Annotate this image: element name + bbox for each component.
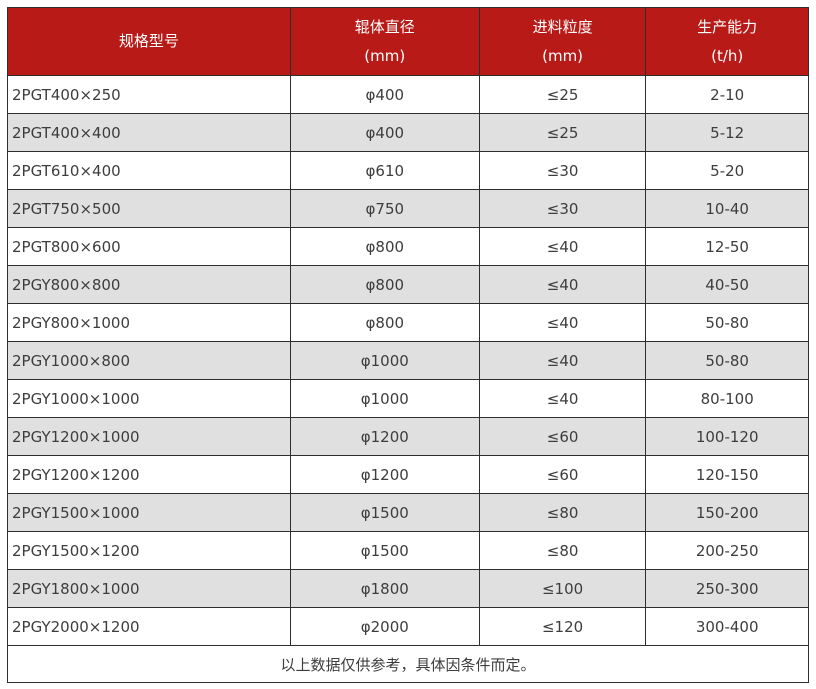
cell-feed-size: ≤120	[478, 607, 647, 646]
cell-capacity: 5-20	[645, 151, 809, 190]
cell-model: 2PGY1500×1200	[7, 531, 291, 570]
cell-model: 2PGT610×400	[7, 151, 291, 190]
cell-capacity: 2-10	[645, 75, 809, 114]
table-body: 2PGT400×250 φ400 ≤25 2-10 2PGT400×400 φ400 ≤25…	[7, 75, 809, 646]
table-header: 规格型号 辊体直径 (mm) 进料粒度 (mm) 生产能力 (t/h)	[7, 7, 809, 76]
cell-roller-diameter: φ1800	[289, 569, 480, 608]
cell-feed-size: ≤80	[478, 531, 647, 570]
cell-model: 2PGT800×600	[7, 227, 291, 266]
table-row: 2PGT610×400 φ610 ≤30 5-20	[7, 151, 809, 190]
header-capacity: 生产能力 (t/h)	[645, 7, 809, 76]
cell-roller-diameter: φ1500	[289, 531, 480, 570]
cell-capacity: 50-80	[645, 341, 809, 380]
header-row: 规格型号 辊体直径 (mm) 进料粒度 (mm) 生产能力 (t/h)	[7, 7, 809, 76]
cell-capacity: 40-50	[645, 265, 809, 304]
cell-roller-diameter: φ400	[289, 75, 480, 114]
table-row: 2PGY800×1000 φ800 ≤40 50-80	[7, 303, 809, 342]
cell-roller-diameter: φ750	[289, 189, 480, 228]
cell-feed-size: ≤100	[478, 569, 647, 608]
header-feed-size-label: 进料粒度	[532, 18, 593, 36]
cell-model: 2PGY1200×1000	[7, 417, 291, 456]
cell-feed-size: ≤40	[478, 341, 647, 380]
cell-capacity: 50-80	[645, 303, 809, 342]
table-row: 2PGT800×600 φ800 ≤40 12-50	[7, 227, 809, 266]
cell-roller-diameter: φ1000	[289, 341, 480, 380]
cell-model: 2PGY1800×1000	[7, 569, 291, 608]
cell-feed-size: ≤25	[478, 75, 647, 114]
header-roller-diameter: 辊体直径 (mm)	[289, 7, 480, 76]
footer-note: 以上数据仅供参考，具体因条件而定。	[7, 645, 809, 683]
table-row: 2PGY800×800 φ800 ≤40 40-50	[7, 265, 809, 304]
header-capacity-label: 生产能力	[697, 18, 758, 36]
cell-roller-diameter: φ800	[289, 303, 480, 342]
cell-capacity: 100-120	[645, 417, 809, 456]
table-row: 2PGY1000×800 φ1000 ≤40 50-80	[7, 341, 809, 380]
cell-model: 2PGY1000×800	[7, 341, 291, 380]
cell-roller-diameter: φ1000	[289, 379, 480, 418]
table-row: 2PGT400×400 φ400 ≤25 5-12	[7, 113, 809, 152]
table-row: 2PGT400×250 φ400 ≤25 2-10	[7, 75, 809, 114]
header-feed-size: 进料粒度 (mm)	[478, 7, 647, 76]
cell-model: 2PGY1500×1000	[7, 493, 291, 532]
cell-feed-size: ≤40	[478, 227, 647, 266]
cell-capacity: 12-50	[645, 227, 809, 266]
header-model-label: 规格型号	[118, 32, 179, 51]
cell-model: 2PGT400×400	[7, 113, 291, 152]
header-model: 规格型号	[7, 7, 291, 76]
cell-feed-size: ≤80	[478, 493, 647, 532]
header-roller-diameter-unit: (mm)	[364, 46, 406, 65]
table-row: 2PGY1200×1200 φ1200 ≤60 120-150	[7, 455, 809, 494]
cell-feed-size: ≤30	[478, 151, 647, 190]
cell-feed-size: ≤30	[478, 189, 647, 228]
cell-model: 2PGY800×1000	[7, 303, 291, 342]
cell-roller-diameter: φ1500	[289, 493, 480, 532]
table-row: 2PGT750×500 φ750 ≤30 10-40	[7, 189, 809, 228]
cell-feed-size: ≤40	[478, 303, 647, 342]
cell-capacity: 80-100	[645, 379, 809, 418]
cell-capacity: 200-250	[645, 531, 809, 570]
cell-feed-size: ≤60	[478, 455, 647, 494]
cell-capacity: 5-12	[645, 113, 809, 152]
cell-feed-size: ≤40	[478, 379, 647, 418]
cell-model: 2PGY1200×1200	[7, 455, 291, 494]
cell-capacity: 300-400	[645, 607, 809, 646]
cell-roller-diameter: φ800	[289, 227, 480, 266]
header-feed-size-unit: (mm)	[542, 46, 584, 65]
cell-roller-diameter: φ1200	[289, 455, 480, 494]
cell-roller-diameter: φ2000	[289, 607, 480, 646]
table-footer: 以上数据仅供参考，具体因条件而定。	[7, 645, 809, 683]
cell-model: 2PGY2000×1200	[7, 607, 291, 646]
footer-row: 以上数据仅供参考，具体因条件而定。	[7, 645, 809, 683]
cell-model: 2PGT750×500	[7, 189, 291, 228]
cell-feed-size: ≤60	[478, 417, 647, 456]
cell-roller-diameter: φ1200	[289, 417, 480, 456]
cell-model: 2PGY1000×1000	[7, 379, 291, 418]
spec-table: 规格型号 辊体直径 (mm) 进料粒度 (mm) 生产能力 (t/h) 2PGT…	[7, 7, 809, 683]
cell-feed-size: ≤25	[478, 113, 647, 152]
cell-roller-diameter: φ400	[289, 113, 480, 152]
cell-capacity: 10-40	[645, 189, 809, 228]
header-capacity-unit: (t/h)	[711, 46, 744, 65]
cell-capacity: 150-200	[645, 493, 809, 532]
table-row: 2PGY1500×1200 φ1500 ≤80 200-250	[7, 531, 809, 570]
cell-feed-size: ≤40	[478, 265, 647, 304]
table-row: 2PGY2000×1200 φ2000 ≤120 300-400	[7, 607, 809, 646]
cell-capacity: 250-300	[645, 569, 809, 608]
cell-capacity: 120-150	[645, 455, 809, 494]
table-row: 2PGY1800×1000 φ1800 ≤100 250-300	[7, 569, 809, 608]
cell-model: 2PGT400×250	[7, 75, 291, 114]
table-row: 2PGY1500×1000 φ1500 ≤80 150-200	[7, 493, 809, 532]
table-row: 2PGY1000×1000 φ1000 ≤40 80-100	[7, 379, 809, 418]
cell-roller-diameter: φ800	[289, 265, 480, 304]
table-row: 2PGY1200×1000 φ1200 ≤60 100-120	[7, 417, 809, 456]
cell-model: 2PGY800×800	[7, 265, 291, 304]
cell-roller-diameter: φ610	[289, 151, 480, 190]
header-roller-diameter-label: 辊体直径	[354, 18, 415, 36]
